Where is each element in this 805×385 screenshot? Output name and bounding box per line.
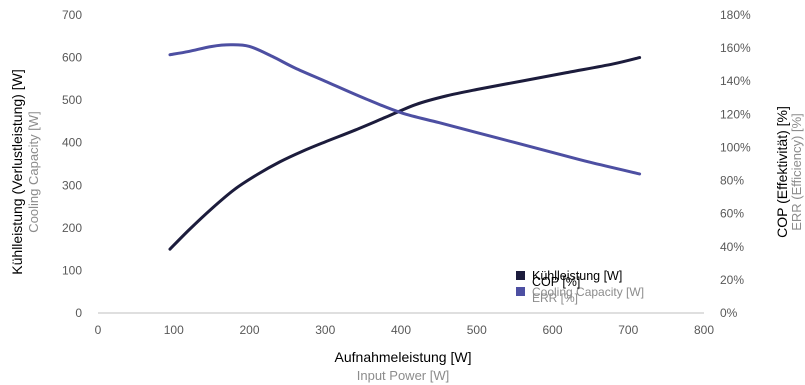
x-tick-label: 100: [164, 323, 184, 337]
y-axis-right-subtitle: ERR (Efficiency) [%]: [789, 113, 804, 231]
x-tick-label: 300: [315, 323, 335, 337]
y-left-tick-label: 600: [62, 51, 82, 65]
x-tick-label: 700: [618, 323, 638, 337]
legend-sublabel-cop: ERR [%]: [532, 291, 578, 305]
x-tick-label: 800: [694, 323, 714, 337]
series-line-cop: [168, 43, 642, 176]
x-tick-label: 0: [95, 323, 102, 337]
x-tick-label: 400: [391, 323, 411, 337]
y-right-tick-label: 140%: [720, 74, 751, 88]
y-axis-left-ticks: 0 100 200 300 400 500 600 700: [62, 8, 82, 320]
y-right-tick-label: 100%: [720, 140, 751, 154]
legend: Kühlleistung [W] Cooling Capacity [W] CO…: [516, 269, 644, 305]
y-axis-right-title: COP (Effektivität) [%]: [774, 106, 790, 238]
y-axis-left-title: Kühlleistung (Verlustleistung) [W]: [9, 69, 25, 274]
y-left-tick-label: 700: [62, 8, 82, 22]
y-left-tick-label: 500: [62, 93, 82, 107]
y-left-tick-label: 400: [62, 136, 82, 150]
x-tick-label: 200: [239, 323, 259, 337]
legend-swatch-cop: [516, 287, 525, 296]
y-left-tick-label: 200: [62, 221, 82, 235]
y-left-tick-label: 0: [75, 306, 82, 320]
y-right-tick-label: 160%: [720, 41, 751, 55]
y-right-tick-label: 20%: [720, 273, 744, 287]
y-right-tick-label: 40%: [720, 240, 744, 254]
legend-label-cooling: Kühlleistung [W]: [532, 269, 622, 283]
series-layer: [168, 43, 642, 251]
y-right-tick-label: 180%: [720, 8, 751, 22]
series-line-cooling-capacity: [168, 56, 642, 251]
y-right-tick-label: 120%: [720, 107, 751, 121]
legend-sublabel-cooling: Cooling Capacity [W]: [532, 285, 644, 299]
legend-label-cop: COP [%]: [532, 275, 580, 289]
x-tick-label: 600: [542, 323, 562, 337]
x-axis-subtitle: Input Power [W]: [357, 368, 449, 383]
x-tick-label: 500: [467, 323, 487, 337]
y-right-tick-label: 60%: [720, 207, 744, 221]
y-axis-right-ticks: 0% 20% 40% 60% 80% 100% 120% 140% 160% 180%: [720, 8, 751, 320]
x-axis-ticks: 0 100 200 300 400 500 600 700 800: [95, 323, 715, 337]
x-axis-title: Aufnahmeleistung [W]: [335, 349, 472, 365]
y-right-tick-label: 0%: [720, 306, 738, 320]
y-right-tick-label: 80%: [720, 174, 744, 188]
y-axis-left-subtitle: Cooling Capacity [W]: [26, 111, 41, 232]
legend-swatch-cooling: [516, 271, 525, 280]
y-left-tick-label: 100: [62, 263, 82, 277]
y-left-tick-label: 300: [62, 178, 82, 192]
